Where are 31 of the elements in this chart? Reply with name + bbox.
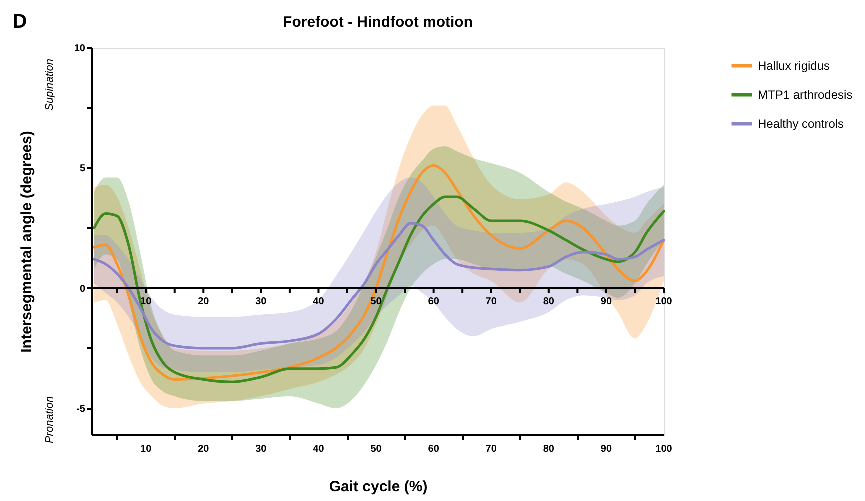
- x-tick-label: 80: [543, 296, 555, 308]
- x-tick-label: 90: [600, 296, 612, 308]
- x-tick-label: 70: [486, 296, 498, 308]
- x2-tick-label: 10: [140, 444, 152, 455]
- x-tick-label: 30: [256, 296, 268, 308]
- x-tick-label: 40: [313, 296, 325, 308]
- text: D: [12, 11, 28, 33]
- x-tick-label: 20: [198, 296, 210, 308]
- x-tick-label: 100: [656, 296, 673, 308]
- y-tick-label: 0: [80, 284, 86, 295]
- x2-tick-label: 60: [428, 444, 440, 455]
- text: Pronation: [44, 396, 56, 444]
- y-axis-title: Intersegmental angle (degrees): [18, 131, 36, 353]
- y-tick-label: -5: [76, 404, 86, 416]
- chart-title: Forefoot - Hindfoot motion: [283, 14, 473, 31]
- x-axis-title: Gait cycle (%): [329, 478, 428, 496]
- legend-label: MTP1 arthrodesis: [758, 88, 853, 102]
- legend-label: Hallux rigidus: [758, 59, 830, 73]
- legend-label: Healthy controls: [758, 117, 844, 131]
- x2-tick-label: 70: [486, 444, 498, 455]
- y-tick-label: 5: [80, 164, 86, 175]
- x2-tick-label: 90: [600, 444, 612, 455]
- x-tick-label: 60: [428, 296, 440, 308]
- x2-tick-label: 20: [198, 444, 210, 455]
- x2-tick-label: 50: [370, 444, 382, 455]
- text: Supination: [44, 59, 56, 111]
- x2-tick-label: 30: [256, 444, 268, 455]
- x2-tick-label: 100: [656, 444, 673, 455]
- x2-tick-label: 40: [313, 444, 325, 455]
- y-tick-label: 10: [74, 44, 86, 54]
- x2-tick-label: 80: [543, 444, 555, 455]
